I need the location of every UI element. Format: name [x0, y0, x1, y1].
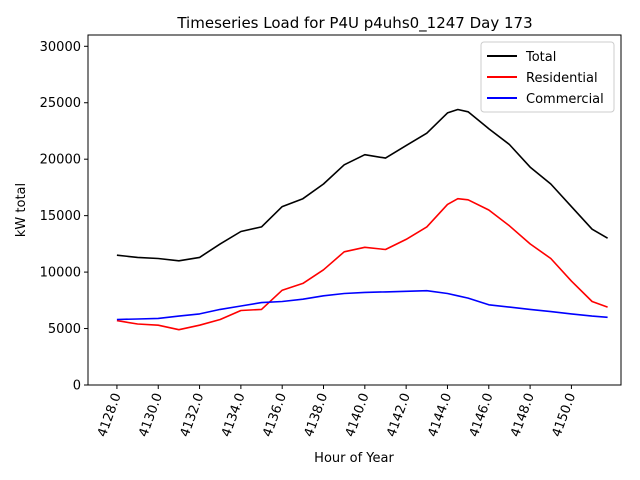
y-tick-label: 20000	[40, 153, 81, 168]
series-line-total	[116, 108, 609, 262]
y-tick-label: 10000	[40, 266, 81, 281]
legend: Total Residential Commercial	[480, 41, 615, 113]
y-tick-label: 5000	[48, 322, 81, 337]
chart-title: Timeseries Load for P4U p4uhs0_1247 Day …	[176, 14, 532, 33]
series-line-residential	[116, 197, 608, 331]
y-tick-label: 15000	[40, 209, 81, 224]
series-line-commercial	[116, 289, 608, 321]
legend-label-commercial: Commercial	[526, 92, 604, 107]
legend-label-total: Total	[525, 50, 556, 65]
y-axis-label: kW total	[14, 183, 29, 237]
plot-frame	[87, 34, 622, 386]
legend-box	[480, 41, 615, 113]
y-tick-label: 0	[73, 379, 81, 394]
y-tick-label: 25000	[40, 96, 81, 111]
x-axis-label: Hour of Year	[314, 451, 394, 466]
y-tick-label: 30000	[40, 40, 81, 55]
legend-label-residential: Residential	[526, 71, 598, 86]
